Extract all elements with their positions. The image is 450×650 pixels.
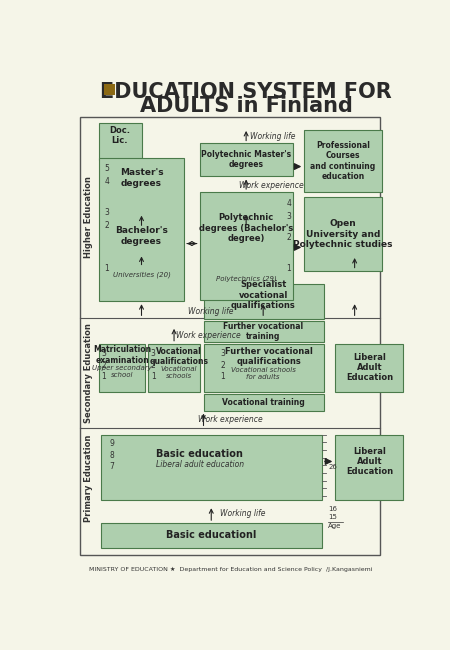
Text: Open
University and
Polytechnic studies: Open University and Polytechnic studies [293, 220, 393, 249]
Text: 1: 1 [104, 265, 109, 274]
Text: Specialist
vocational
qualifications: Specialist vocational qualifications [231, 280, 296, 310]
Text: Vocational training: Vocational training [222, 398, 305, 407]
Text: Liberal
Adult
Education: Liberal Adult Education [346, 352, 393, 382]
Text: 15: 15 [328, 514, 337, 520]
Text: 1: 1 [151, 372, 156, 382]
Text: Vocational
qualifications: Vocational qualifications [149, 347, 208, 367]
Text: 3: 3 [104, 208, 109, 217]
Text: Liberal
Adult
Education: Liberal Adult Education [346, 447, 393, 476]
Text: Primary Education: Primary Education [84, 435, 93, 522]
Text: Further vocational
training: Further vocational training [223, 322, 303, 341]
Text: Vocational
schools: Vocational schools [161, 367, 197, 380]
Text: Age: Age [328, 523, 342, 529]
Text: Liberal adult education: Liberal adult education [156, 460, 244, 469]
Text: Vocational schools
for adults: Vocational schools for adults [231, 367, 296, 380]
Text: Bachelor's
degrees: Bachelor's degrees [115, 226, 168, 246]
Bar [304, 131, 382, 192]
Text: 1: 1 [220, 372, 225, 382]
Bar [200, 192, 292, 300]
Text: Universities (20): Universities (20) [112, 271, 171, 278]
Text: Professional
Courses
and continuing
education: Professional Courses and continuing educ… [310, 141, 376, 181]
Bar [203, 284, 324, 319]
Bar [335, 434, 404, 500]
Text: 16: 16 [328, 506, 338, 512]
Bar [335, 344, 404, 392]
Bar [203, 394, 324, 411]
Bar [304, 198, 382, 270]
Text: 2: 2 [151, 361, 156, 370]
Text: 26: 26 [328, 464, 337, 470]
Bar [203, 344, 324, 392]
Text: 3: 3 [286, 212, 291, 221]
Bar [99, 123, 141, 160]
Text: 3: 3 [220, 349, 225, 358]
Text: Higher Education: Higher Education [84, 176, 93, 257]
Text: Work experience: Work experience [198, 415, 263, 424]
Bar [200, 144, 292, 176]
Text: Working life: Working life [251, 132, 296, 141]
Text: 3: 3 [101, 349, 106, 358]
Text: 1: 1 [101, 372, 106, 382]
Text: EDUCATION SYSTEM FOR: EDUCATION SYSTEM FOR [100, 82, 392, 102]
Text: Further vocational
qualifications: Further vocational qualifications [225, 347, 313, 367]
Text: MINISTRY OF EDUCATION ★  Department for Education and Science Policy  /J.Kangasn: MINISTRY OF EDUCATION ★ Department for E… [89, 567, 373, 572]
Bar [101, 523, 322, 548]
Text: 2: 2 [220, 361, 225, 370]
Text: Upper secondary
school: Upper secondary school [92, 365, 152, 378]
Bar [99, 344, 145, 392]
Text: 3: 3 [151, 349, 156, 358]
Text: Secondary Education: Secondary Education [84, 323, 93, 423]
Text: Working life: Working life [189, 307, 234, 316]
Text: Polytechnic
degrees (Bachelor's
degree): Polytechnic degrees (Bachelor's degree) [199, 213, 293, 243]
Text: 8: 8 [110, 451, 114, 460]
Bar [99, 158, 184, 300]
Text: Polytechnic Master's
degrees: Polytechnic Master's degrees [201, 150, 291, 169]
Bar [104, 84, 115, 95]
Text: 5: 5 [104, 164, 109, 174]
Text: 1: 1 [286, 265, 291, 274]
Text: Work experience: Work experience [176, 331, 240, 340]
Text: 7: 7 [110, 462, 114, 471]
Text: Master's
degrees: Master's degrees [120, 168, 163, 188]
Text: 4: 4 [286, 199, 291, 208]
Text: Work experience: Work experience [239, 181, 304, 190]
Text: 9: 9 [110, 439, 114, 448]
Bar [203, 320, 324, 342]
Text: 2: 2 [286, 233, 291, 242]
Text: ADULTS in Finland: ADULTS in Finland [140, 96, 352, 116]
Text: Polytechnics (29): Polytechnics (29) [216, 275, 276, 281]
Text: Working life: Working life [220, 510, 265, 518]
Text: 4: 4 [104, 177, 109, 187]
Text: Basic education: Basic education [156, 448, 243, 459]
Text: Matriculation
examination: Matriculation examination [93, 346, 151, 365]
Text: 2: 2 [104, 222, 109, 230]
Text: 2: 2 [101, 361, 106, 370]
Bar [148, 344, 200, 392]
Bar [101, 434, 322, 500]
Text: Doc.
Lic.: Doc. Lic. [109, 126, 130, 146]
Text: Basic educationl: Basic educationl [166, 530, 256, 540]
